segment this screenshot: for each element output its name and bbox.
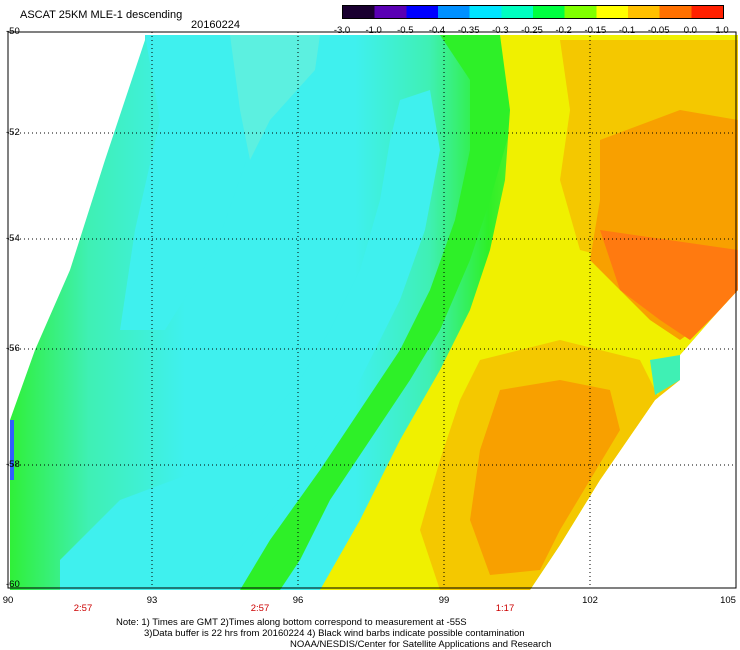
map-title: ASCAT 25KM MLE-1 descending (20, 9, 183, 21)
colorbar (342, 5, 724, 19)
colorbar-label: -0.25 (521, 25, 543, 36)
colorbar-labels: -3.0 -1.0 -0.5 -0.4 -0.35 -0.3 -0.25 -0.2 -0.15-… (333, 25, 729, 37)
colorbar-label: -0.3 (492, 25, 509, 36)
colorbar-label: -1.0 (365, 25, 382, 36)
note-line-3: NOAA/NESDIS/Center for Satellite Applica… (290, 639, 552, 650)
map-frame (7, 31, 737, 589)
colorbar-label: -0.1 (618, 25, 636, 36)
longitude-label: 105 (720, 595, 736, 606)
latitude-label: -50 (6, 26, 20, 37)
latitude-label: -56 (6, 343, 20, 354)
colorbar-label: -0.15 (584, 25, 607, 36)
note-line-2: 3)Data buffer is 22 hrs from 20160224 4)… (144, 628, 525, 639)
swath-region (600, 230, 738, 340)
latitude-label: -60 (6, 579, 20, 590)
pass-time-label: 1:17 (495, 603, 515, 614)
longitude-label: 99 (438, 595, 450, 606)
colorbar-label: -0.2 (555, 25, 572, 36)
pass-time-label: 2:57 (73, 603, 93, 614)
latitude-label: -58 (6, 459, 20, 470)
map-date: 20160224 (191, 19, 240, 31)
colorbar-label: 0.0 (683, 25, 697, 36)
swath-region (240, 35, 520, 590)
pass-time-label: 2:57 (250, 603, 270, 614)
swath-region (470, 380, 620, 575)
longitude-label: 90 (2, 595, 14, 606)
colorbar-label: -0.4 (428, 25, 446, 36)
note-line-1: Note: 1) Times are GMT 2)Times along bot… (116, 617, 467, 628)
latitude-label: -52 (6, 127, 20, 138)
latitude-label: -54 (6, 233, 20, 244)
longitude-label: 93 (146, 595, 158, 606)
colorbar-label: -0.35 (457, 25, 480, 36)
longitude-label: 96 (292, 595, 304, 606)
swath-edge-patch (10, 420, 14, 480)
colorbar-label: -0.05 (647, 25, 670, 36)
swath-region (650, 355, 680, 395)
colorbar-label: 1.0 (715, 25, 729, 36)
swath-region (230, 35, 320, 160)
colorbar-label: -0.5 (397, 25, 414, 36)
colorbar-label: -3.0 (333, 25, 351, 36)
longitude-label: 102 (582, 595, 598, 606)
swath-region (60, 90, 440, 590)
